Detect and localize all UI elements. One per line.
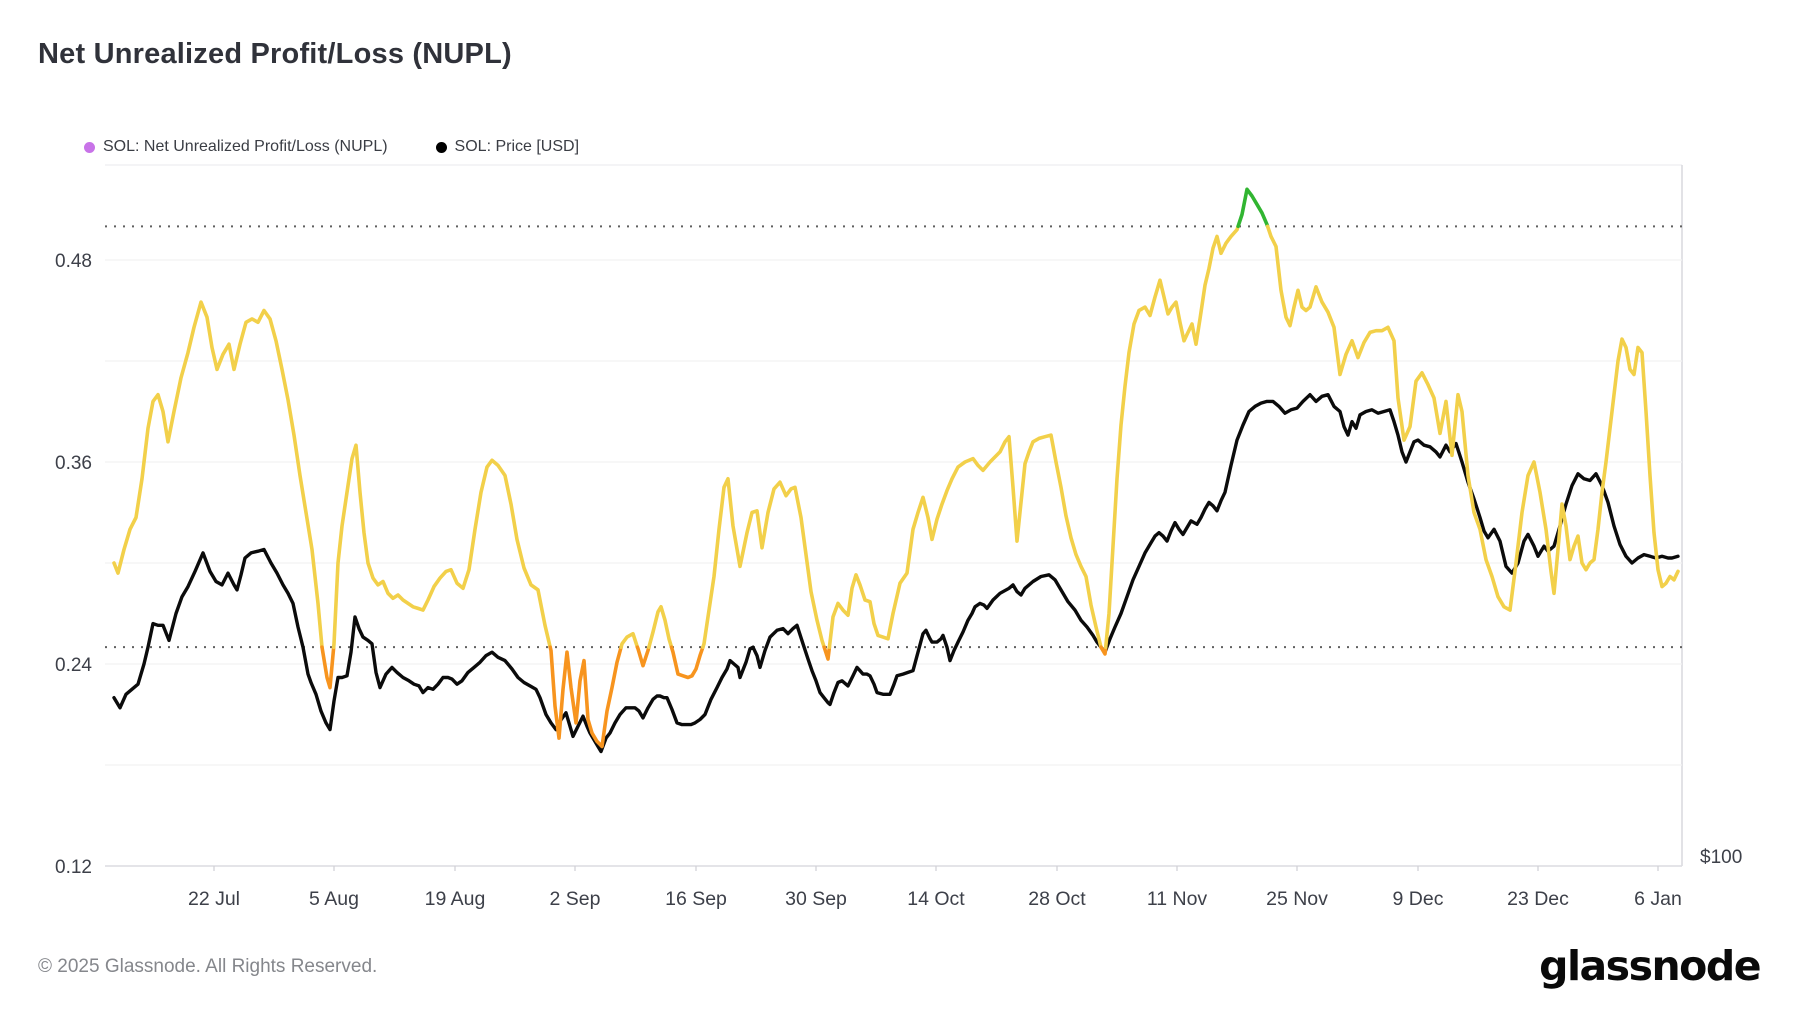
legend-item-price[interactable]: SOL: Price [USD] [435,138,580,156]
x-axis-tick-label: 14 Oct [907,888,965,910]
x-axis-tick-label: 19 Aug [425,888,486,910]
y-axis-tick-label: 0.12 [55,857,92,878]
x-axis-tick-label: 5 Aug [309,888,359,910]
legend-label-nupl: SOL: Net Unrealized Profit/Loss (NUPL) [103,138,388,155]
glassnode-logo: glassnode [1539,942,1761,990]
nupl-line-segment-yellow [701,476,827,650]
nupl-line-segment-yellow [112,300,324,650]
nupl-line-segment-orange [635,645,651,668]
nupl-line-segment-orange [320,645,336,690]
nupl-legend-dot-icon [84,141,95,153]
legend-label-price: SOL: Price [USD] [454,138,580,155]
nupl-line-segment-orange [1099,645,1108,656]
legend-item-nupl[interactable]: SOL: Net Unrealized Profit/Loss (NUPL) [84,138,388,156]
nupl-line-segment-yellow [331,443,553,650]
x-axis-tick-label: 16 Sep [665,888,727,910]
page-title: Net Unrealized Profit/Loss (NUPL) [38,38,512,70]
nupl-line-segment-yellow [647,604,674,650]
x-axis-tick-label: 6 Jan [1634,888,1682,910]
price-line [112,393,1680,754]
nupl-line-segment-orange [548,645,623,749]
x-axis-tick-label: 22 Jul [188,888,240,910]
x-axis-tick-label: 11 Nov [1147,888,1208,910]
y-axis-tick-label: 0.48 [55,251,92,272]
nupl-line-segment-yellow [1265,224,1680,612]
nupl-line-segment-yellow [1103,224,1240,650]
nupl-line-segment-yellow [827,433,1103,650]
x-axis-tick-label: 23 Dec [1507,888,1569,910]
x-axis-tick-label: 9 Dec [1393,888,1444,910]
nupl-line-segment-orange [669,645,705,680]
x-axis-tick-label: 2 Sep [550,888,601,910]
price-legend-dot-icon [435,141,447,153]
right-axis-price-label: $100 [1700,847,1742,868]
x-axis-tick-label: 28 Oct [1028,888,1086,910]
nupl-line-segment-orange [822,645,832,661]
nupl-line-segment-green [1236,187,1270,229]
x-axis-tick-label: 25 Nov [1266,888,1328,910]
y-axis-tick-label: 0.24 [55,655,92,676]
x-axis-tick-label: 30 Sep [785,888,847,910]
nupl-line-segment-yellow [619,631,640,650]
y-axis-tick-label: 0.36 [55,453,92,474]
chart-legend: SOL: Net Unrealized Profit/Loss (NUPL) S… [84,138,579,156]
copyright-text: © 2025 Glassnode. All Rights Reserved. [38,956,378,977]
